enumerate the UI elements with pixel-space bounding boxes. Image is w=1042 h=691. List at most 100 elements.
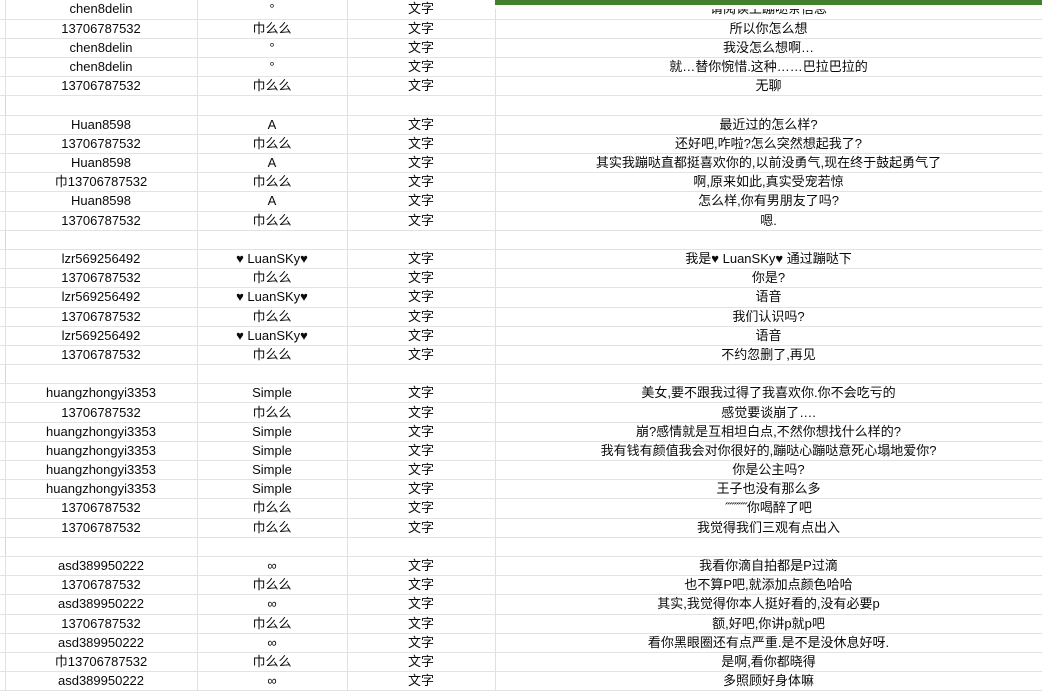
cell-message-content[interactable]: 无聊 — [495, 76, 1042, 97]
table-row[interactable]: 13706787532 巾么么 文字 不约忽删了,再见 — [0, 345, 1042, 366]
cell-message-type[interactable]: 文字 — [347, 172, 496, 193]
cell-message-content[interactable]: 我觉得我们三观有点出入 — [495, 518, 1042, 538]
table-row[interactable]: 13706787532 巾么么 文字 嗯. — [0, 211, 1042, 231]
cell-nickname[interactable]: Simple — [197, 441, 348, 462]
cell-message-type[interactable]: 文字 — [347, 614, 496, 634]
cell-message-type[interactable]: 文字 — [347, 498, 496, 519]
cell-message-type[interactable]: 文字 — [347, 249, 496, 270]
cell-message-type[interactable]: 文字 — [347, 211, 496, 231]
cell-nickname[interactable]: 巾么么 — [197, 172, 348, 193]
table-row[interactable]: asd389950222 ∞ 文字 看你黑眼圈还有点严重.是不是没休息好呀. — [0, 633, 1042, 653]
cell-nickname[interactable]: ° — [197, 57, 348, 78]
cell-nickname[interactable]: 巾么么 — [197, 211, 348, 231]
cell-sender[interactable]: 13706787532 — [5, 211, 198, 231]
table-row[interactable]: 巾13706787532 巾么么 文字 是啊,看你都晓得 — [0, 652, 1042, 673]
cell-message-content[interactable]: 我是♥ LuanSKy♥ 通过蹦哒下 — [495, 249, 1042, 270]
cell-sender[interactable]: 13706787532 — [5, 345, 198, 366]
cell-message-content[interactable] — [495, 95, 1042, 116]
cell-message-content[interactable]: 额,好吧,你讲p就p吧 — [495, 614, 1042, 634]
table-row[interactable]: Huan8598 A 文字 怎么样,你有男朋友了吗? — [0, 191, 1042, 212]
cell-sender[interactable]: chen8delin — [5, 0, 198, 20]
cell-nickname[interactable]: 巾么么 — [197, 518, 348, 538]
cell-message-type[interactable]: 文字 — [347, 268, 496, 289]
cell-message-content[interactable]: 最近过的怎么样? — [495, 115, 1042, 135]
cell-message-type[interactable]: 文字 — [347, 594, 496, 615]
cell-message-content[interactable]: 也不算P吧,就添加点颜色哈哈 — [495, 575, 1042, 596]
cell-nickname[interactable]: 巾么么 — [197, 652, 348, 673]
cell-sender[interactable]: 13706787532 — [5, 134, 198, 155]
cell-message-type[interactable] — [347, 537, 496, 557]
cell-nickname[interactable]: 巾么么 — [197, 498, 348, 519]
table-row[interactable]: chen8delin ° 文字 我没怎么想啊… — [0, 38, 1042, 59]
table-row[interactable]: 13706787532 巾么么 文字 我觉得我们三观有点出入 — [0, 518, 1042, 538]
cell-message-content[interactable]: 崩?感情就是互相坦白点,不然你想找什么样的? — [495, 422, 1042, 442]
cell-message-type[interactable]: 文字 — [347, 57, 496, 78]
cell-message-content[interactable]: 啊,原来如此,真实受宠若惊 — [495, 172, 1042, 193]
table-row[interactable]: 13706787532 巾么么 文字 ˝˝˝˝˝你喝醉了吧 — [0, 498, 1042, 519]
cell-sender[interactable]: lzr569256492 — [5, 249, 198, 270]
table-row[interactable]: asd389950222 ∞ 文字 多照顾好身体嘛 — [0, 671, 1042, 691]
cell-message-content[interactable]: 美女,要不跟我过得了我喜欢你.你不会吃亏的 — [495, 383, 1042, 404]
cell-sender[interactable]: 13706787532 — [5, 19, 198, 39]
cell-sender[interactable]: asd389950222 — [5, 594, 198, 615]
cell-nickname[interactable]: 巾么么 — [197, 614, 348, 634]
cell-message-type[interactable]: 文字 — [347, 0, 496, 20]
cell-message-type[interactable]: 文字 — [347, 153, 496, 174]
cell-nickname[interactable]: 巾么么 — [197, 19, 348, 39]
cell-nickname[interactable]: 巾么么 — [197, 402, 348, 423]
table-row[interactable]: huangzhongyi3353 Simple 文字 美女,要不跟我过得了我喜欢你.你… — [0, 383, 1042, 404]
cell-nickname[interactable]: ∞ — [197, 556, 348, 577]
cell-sender[interactable]: 巾13706787532 — [5, 172, 198, 193]
cell-sender[interactable]: chen8delin — [5, 38, 198, 59]
cell-sender[interactable]: asd389950222 — [5, 633, 198, 653]
cell-message-type[interactable]: 文字 — [347, 460, 496, 481]
cell-message-type[interactable]: 文字 — [347, 441, 496, 462]
cell-message-type[interactable] — [347, 364, 496, 385]
cell-message-type[interactable]: 文字 — [347, 575, 496, 596]
cell-sender[interactable] — [5, 364, 198, 385]
table-row[interactable]: 13706787532 巾么么 文字 也不算P吧,就添加点颜色哈哈 — [0, 575, 1042, 596]
cell-message-type[interactable]: 文字 — [347, 402, 496, 423]
cell-message-content[interactable]: 还好吧,咋啦?怎么突然想起我了? — [495, 134, 1042, 155]
cell-nickname[interactable]: ° — [197, 38, 348, 59]
cell-message-type[interactable]: 文字 — [347, 383, 496, 404]
cell-nickname[interactable]: ∞ — [197, 594, 348, 615]
cell-sender[interactable]: lzr569256492 — [5, 287, 198, 308]
cell-nickname[interactable]: Simple — [197, 460, 348, 481]
cell-message-content[interactable]: 我没怎么想啊… — [495, 38, 1042, 59]
cell-message-content[interactable]: 你是? — [495, 268, 1042, 289]
cell-sender[interactable]: 13706787532 — [5, 402, 198, 423]
cell-message-content[interactable]: 其实,我觉得你本人挺好看的,没有必要p — [495, 594, 1042, 615]
table-row[interactable]: 13706787532 巾么么 文字 额,好吧,你讲p就p吧 — [0, 614, 1042, 634]
cell-message-type[interactable]: 文字 — [347, 479, 496, 500]
cell-message-type[interactable]: 文字 — [347, 652, 496, 673]
cell-message-content[interactable]: 语音 — [495, 287, 1042, 308]
cell-message-content[interactable]: 语音 — [495, 326, 1042, 346]
cell-message-content[interactable]: 我看你滴自拍都是P过滴 — [495, 556, 1042, 577]
cell-message-content[interactable]: 所以你怎么想 — [495, 19, 1042, 39]
cell-message-content[interactable]: 看你黑眼圈还有点严重.是不是没休息好呀. — [495, 633, 1042, 653]
cell-message-type[interactable]: 文字 — [347, 326, 496, 346]
cell-message-content[interactable]: ˝˝˝˝˝你喝醉了吧 — [495, 498, 1042, 519]
cell-message-content[interactable]: 王子也没有那么多 — [495, 479, 1042, 500]
table-row[interactable]: 13706787532 巾么么 文字 还好吧,咋啦?怎么突然想起我了? — [0, 134, 1042, 155]
cell-nickname[interactable]: 巾么么 — [197, 134, 348, 155]
cell-message-type[interactable]: 文字 — [347, 287, 496, 308]
cell-nickname[interactable]: Simple — [197, 422, 348, 442]
cell-message-content[interactable]: 我们认识吗? — [495, 307, 1042, 327]
table-row[interactable]: lzr569256492 ♥ LuanSKy♥ 文字 语音 — [0, 326, 1042, 346]
cell-sender[interactable]: Huan8598 — [5, 191, 198, 212]
cell-sender[interactable]: 13706787532 — [5, 268, 198, 289]
cell-nickname[interactable]: A — [197, 153, 348, 174]
cell-sender[interactable]: 13706787532 — [5, 498, 198, 519]
table-row[interactable]: huangzhongyi3353 Simple 文字 你是公主吗? — [0, 460, 1042, 481]
cell-sender[interactable]: 13706787532 — [5, 307, 198, 327]
cell-nickname[interactable]: 巾么么 — [197, 575, 348, 596]
cell-nickname[interactable]: 巾么么 — [197, 307, 348, 327]
cell-nickname[interactable]: Simple — [197, 383, 348, 404]
cell-nickname[interactable]: Simple — [197, 479, 348, 500]
cell-nickname[interactable]: 巾么么 — [197, 76, 348, 97]
cell-sender[interactable]: huangzhongyi3353 — [5, 422, 198, 442]
cell-nickname[interactable]: A — [197, 115, 348, 135]
